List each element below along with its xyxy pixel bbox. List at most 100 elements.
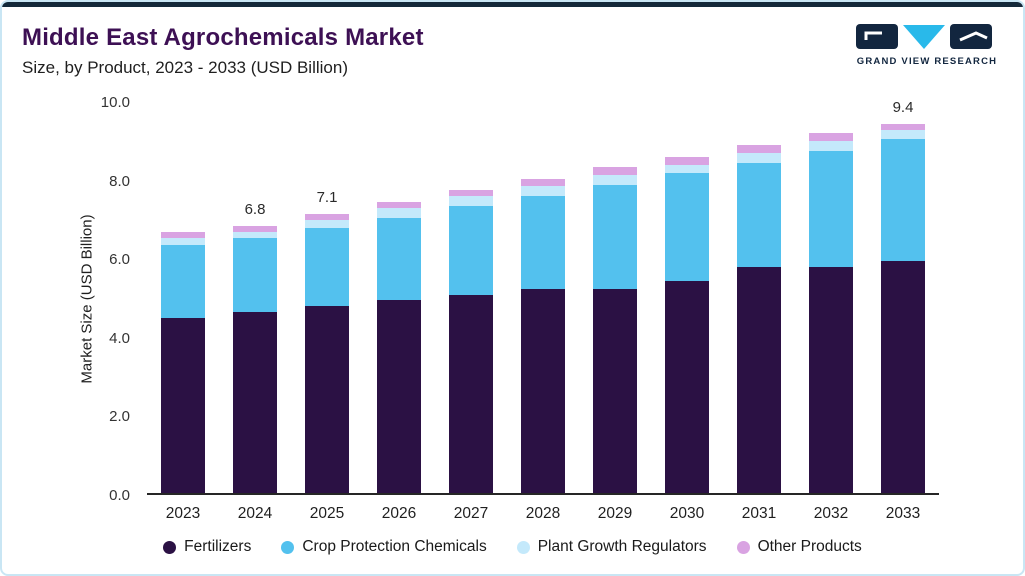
bar-segment-other-products bbox=[881, 123, 925, 130]
gvr-logo: GRAND VIEW RESEARCH bbox=[853, 24, 1001, 67]
x-tick-label: 2028 bbox=[525, 505, 561, 522]
page-subtitle: Size, by Product, 2023 - 2033 (USD Billi… bbox=[22, 58, 348, 77]
bar-stack bbox=[449, 190, 493, 493]
bar-stack bbox=[809, 133, 853, 493]
bar-segment-fertilizers bbox=[593, 288, 637, 493]
y-tick: 2.0 bbox=[109, 408, 130, 426]
bar-segment-crop-protection-chemicals bbox=[161, 245, 205, 319]
bar-column-2027 bbox=[435, 102, 507, 493]
bar-segment-crop-protection-chemicals bbox=[809, 151, 853, 268]
legend-label: Fertilizers bbox=[184, 538, 252, 555]
bar-stack bbox=[881, 123, 925, 493]
bar-segment-fertilizers bbox=[665, 280, 709, 493]
bar-segment-other-products bbox=[449, 190, 493, 197]
bar-segment-crop-protection-chemicals bbox=[881, 139, 925, 262]
y-tick: 4.0 bbox=[109, 329, 130, 347]
bar-segment-other-products bbox=[521, 178, 565, 187]
bar-stack bbox=[665, 157, 709, 493]
bar-segment-plant-growth-regulators bbox=[809, 141, 853, 152]
bar-segment-fertilizers bbox=[233, 312, 277, 493]
bar-segment-crop-protection-chemicals bbox=[305, 227, 349, 307]
legend-dot bbox=[281, 540, 295, 554]
y-tick: 8.0 bbox=[109, 172, 130, 190]
bar-segment-crop-protection-chemicals bbox=[521, 196, 565, 289]
bar-stack bbox=[377, 202, 421, 493]
bar-segment-other-products bbox=[809, 133, 853, 142]
bar-column-2032 bbox=[795, 102, 867, 493]
top-accent-bar bbox=[2, 2, 1023, 7]
bar-segment-other-products bbox=[665, 157, 709, 165]
bar-column-2028 bbox=[507, 102, 579, 493]
bar-segment-plant-growth-regulators bbox=[305, 219, 349, 228]
legend-item-fertilizers: Fertilizers bbox=[163, 538, 251, 556]
bar-column-2030 bbox=[651, 102, 723, 493]
bar-segment-fertilizers bbox=[449, 294, 493, 493]
bar-segment-other-products bbox=[161, 231, 205, 238]
y-tick: 10.0 bbox=[100, 94, 130, 111]
y-axis-ticks: 0.0 2.0 4.0 6.0 8.0 10.0 bbox=[52, 94, 138, 504]
legend-item-other-products: Other Products bbox=[736, 538, 862, 556]
bar-segment-plant-growth-regulators bbox=[881, 129, 925, 140]
x-tick-label: 2025 bbox=[309, 505, 345, 522]
x-tick-label: 2031 bbox=[741, 505, 777, 522]
legend-item-plant-growth-regulators: Plant Growth Regulators bbox=[516, 538, 707, 556]
bar-segment-fertilizers bbox=[305, 306, 349, 493]
bar-segment-other-products bbox=[305, 213, 349, 220]
legend: Fertilizers Crop Protection Chemicals Plan… bbox=[22, 538, 1003, 556]
legend-dot bbox=[516, 540, 530, 554]
bar-column-2029 bbox=[579, 102, 651, 493]
bar-segment-fertilizers bbox=[521, 288, 565, 493]
bar-column-2033: 9.4 bbox=[867, 98, 939, 493]
bar-stack bbox=[233, 225, 277, 493]
y-tick: 6.0 bbox=[109, 251, 130, 269]
bar-total-label: 9.4 bbox=[892, 98, 914, 116]
x-tick-label: 2026 bbox=[381, 505, 417, 522]
x-axis-labels: 2023 2024 2025 2026 2027 2028 2029 2030 2031 2032… bbox=[147, 505, 939, 523]
bar-segment-other-products bbox=[233, 225, 277, 232]
bar-segment-other-products bbox=[593, 166, 637, 175]
bar-total-label: 6.8 bbox=[244, 200, 266, 218]
bar-segment-crop-protection-chemicals bbox=[233, 237, 277, 313]
legend-dot bbox=[163, 540, 177, 554]
bar-segment-fertilizers bbox=[161, 318, 205, 493]
bar-segment-plant-growth-regulators bbox=[593, 174, 637, 185]
gvr-logo-mark bbox=[856, 24, 992, 49]
bar-stack bbox=[305, 213, 349, 493]
bar-total-label: 7.1 bbox=[316, 188, 338, 206]
bar-stack bbox=[521, 178, 565, 493]
x-tick-label: 2033 bbox=[885, 505, 921, 522]
x-tick-label: 2024 bbox=[237, 505, 273, 522]
bar-column-2023 bbox=[147, 102, 219, 493]
y-tick: 0.0 bbox=[109, 487, 130, 504]
bar-segment-fertilizers bbox=[881, 261, 925, 493]
legend-label: Other Products bbox=[757, 538, 862, 555]
bar-segment-fertilizers bbox=[377, 300, 421, 493]
bar-stack bbox=[593, 166, 637, 493]
bar-segment-plant-growth-regulators bbox=[233, 231, 277, 238]
bar-segment-plant-growth-regulators bbox=[377, 208, 421, 218]
x-tick-label: 2030 bbox=[669, 505, 705, 522]
bar-segment-crop-protection-chemicals bbox=[737, 162, 781, 268]
bar-segment-plant-growth-regulators bbox=[161, 237, 205, 246]
bar-segment-crop-protection-chemicals bbox=[593, 184, 637, 289]
bar-stack bbox=[737, 145, 781, 493]
bar-column-2031 bbox=[723, 102, 795, 493]
bar-segment-crop-protection-chemicals bbox=[449, 206, 493, 295]
x-tick-label: 2029 bbox=[597, 505, 633, 522]
bar-segment-plant-growth-regulators bbox=[665, 164, 709, 173]
bar-segment-other-products bbox=[737, 145, 781, 154]
bar-column-2025: 7.1 bbox=[291, 102, 363, 493]
x-tick-label: 2023 bbox=[165, 505, 201, 522]
x-tick-label: 2027 bbox=[453, 505, 489, 522]
legend-dot bbox=[736, 540, 750, 554]
bar-segment-fertilizers bbox=[809, 267, 853, 493]
bar-segment-plant-growth-regulators bbox=[521, 186, 565, 197]
page-title: Middle East Agrochemicals Market bbox=[22, 24, 424, 51]
legend-item-crop-protection-chemicals: Crop Protection Chemicals bbox=[281, 538, 487, 556]
bar-segment-crop-protection-chemicals bbox=[665, 172, 709, 281]
bar-segment-other-products bbox=[377, 202, 421, 209]
bar-segment-plant-growth-regulators bbox=[737, 153, 781, 163]
bar-column-2024: 6.8 bbox=[219, 102, 291, 493]
x-tick-label: 2032 bbox=[813, 505, 849, 522]
